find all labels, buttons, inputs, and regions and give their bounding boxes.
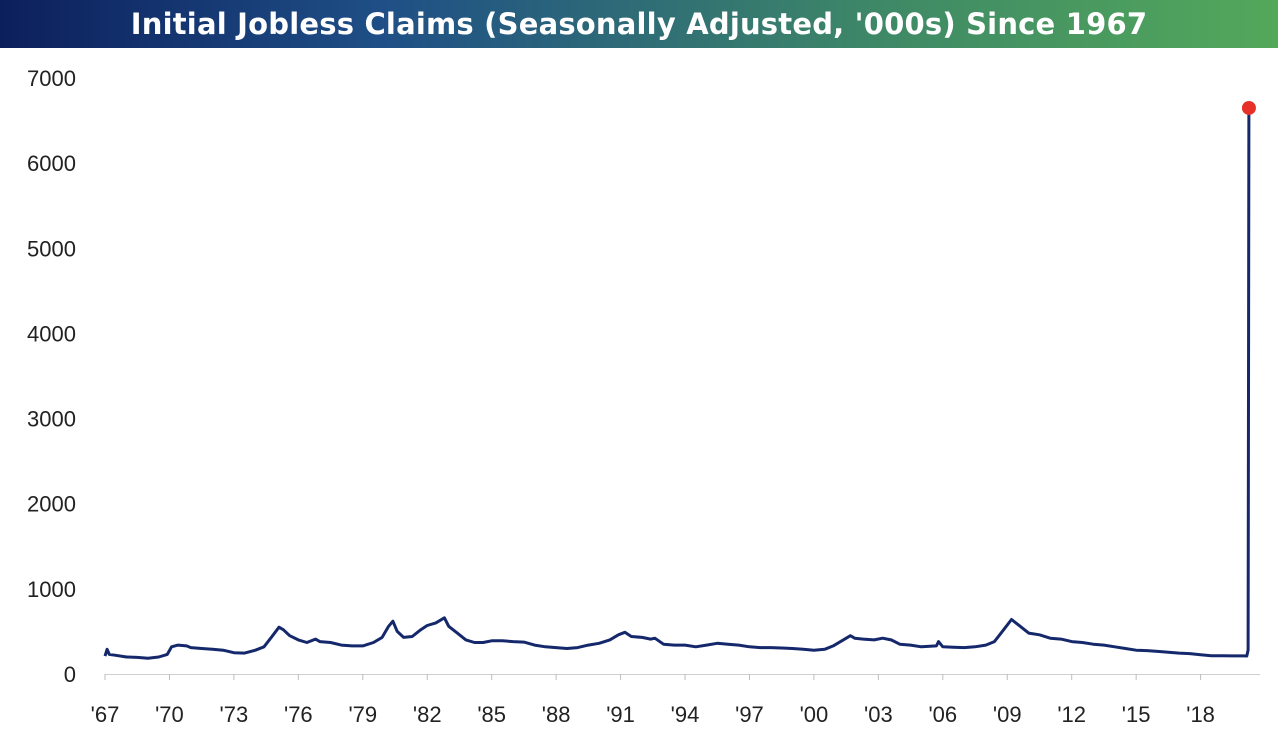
latest-value-marker	[1241, 100, 1256, 115]
x-tick-label: '76	[284, 702, 313, 727]
x-tick-label: '15	[1122, 702, 1151, 727]
x-tick-label: '79	[348, 702, 377, 727]
x-tick-label: '09	[993, 702, 1022, 727]
y-tick-label: 0	[64, 662, 76, 687]
y-tick-label: 2000	[27, 492, 76, 517]
y-tick-label: 1000	[27, 577, 76, 602]
chart-title: Initial Jobless Claims (Seasonally Adjus…	[130, 7, 1148, 41]
x-tick-label: '94	[671, 702, 700, 727]
y-tick-label: 3000	[27, 407, 76, 432]
x-tick-label: '67	[91, 702, 120, 727]
x-tick-label: '18	[1186, 702, 1215, 727]
x-tick-label: '97	[735, 702, 764, 727]
x-tick-label: '03	[864, 702, 893, 727]
series-line	[103, 107, 1251, 660]
x-tick-label: '91	[606, 702, 635, 727]
y-tick-label: 4000	[27, 321, 76, 346]
x-tick-label: '88	[542, 702, 571, 727]
y-tick-label: 7000	[27, 66, 76, 91]
x-tick-label: '00	[800, 702, 829, 727]
x-tick-label: '73	[220, 702, 249, 727]
x-tick-label: '12	[1057, 702, 1086, 727]
y-tick-label: 5000	[27, 236, 76, 261]
x-tick-label: '82	[413, 702, 442, 727]
line-chart: 0 1000 2000 3000 4000 5000 6000 7000 '67 '70 '73 '7…	[27, 66, 1260, 727]
y-tick-label: 6000	[27, 151, 76, 176]
x-tick-label: '06	[928, 702, 957, 727]
x-tick-label: '70	[155, 702, 184, 727]
x-tick-label: '85	[477, 702, 506, 727]
chart-title-bar: Initial Jobless Claims (Seasonally Adjus…	[0, 0, 1278, 48]
